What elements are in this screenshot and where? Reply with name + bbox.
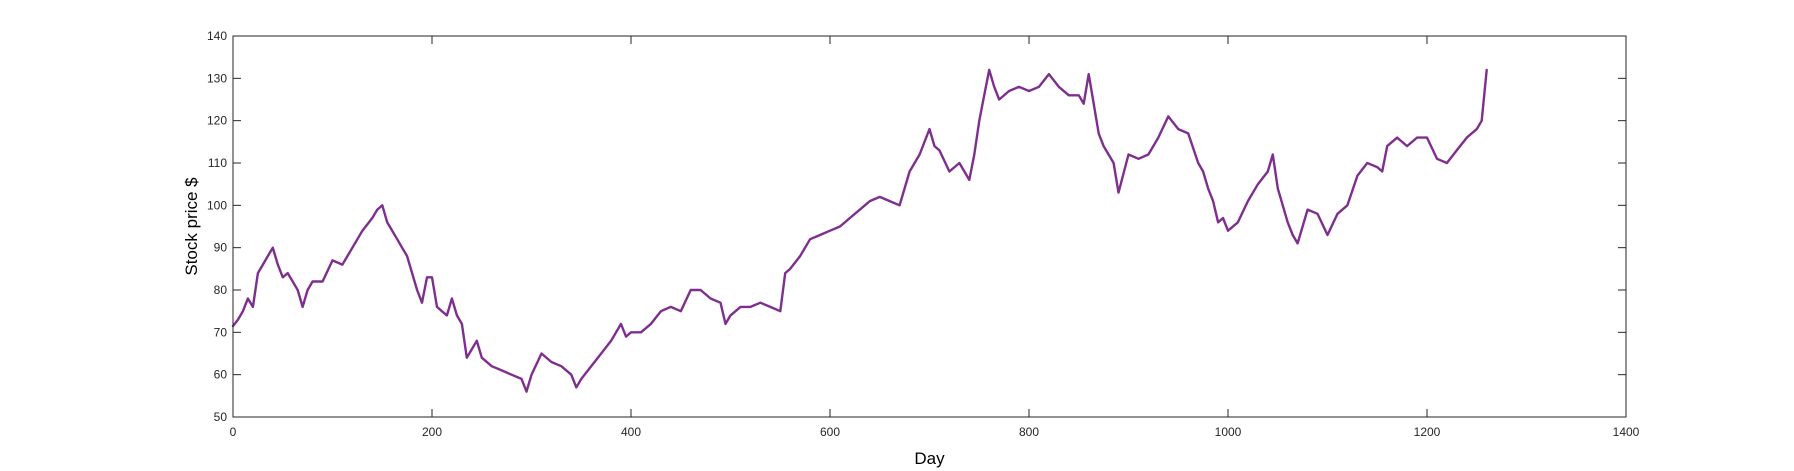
x-tick-label: 0	[230, 425, 237, 439]
y-tick-label: 50	[214, 410, 228, 424]
x-axis-title: Day	[914, 449, 945, 468]
y-tick-label: 60	[214, 368, 228, 382]
y-tick-label: 100	[207, 198, 227, 212]
x-tick-label: 800	[1019, 425, 1039, 439]
y-tick-label: 140	[207, 29, 227, 43]
y-tick-label: 80	[214, 283, 228, 297]
price-series-line	[231, 68, 1488, 393]
x-tick-label: 200	[422, 425, 442, 439]
x-tick-label: 1000	[1215, 425, 1242, 439]
x-tick-label: 400	[621, 425, 641, 439]
x-tick-label: 600	[820, 425, 840, 439]
y-tick-label: 120	[207, 114, 227, 128]
y-tick-label: 110	[208, 156, 227, 170]
y-tick-label: 70	[214, 325, 228, 339]
y-tick-label: 130	[207, 71, 227, 85]
plot-area	[233, 36, 1626, 417]
axis-ticks: 0 200 400 600 800 1000 1200 1400 50 60 70 80 90 100 11…	[207, 29, 1640, 439]
axes-box	[232, 35, 1627, 418]
x-tick-label: 1200	[1414, 425, 1441, 439]
y-tick-label: 90	[214, 241, 228, 255]
y-axis-title: Stock price $	[182, 177, 201, 276]
x-tick-label: 1400	[1613, 425, 1640, 439]
